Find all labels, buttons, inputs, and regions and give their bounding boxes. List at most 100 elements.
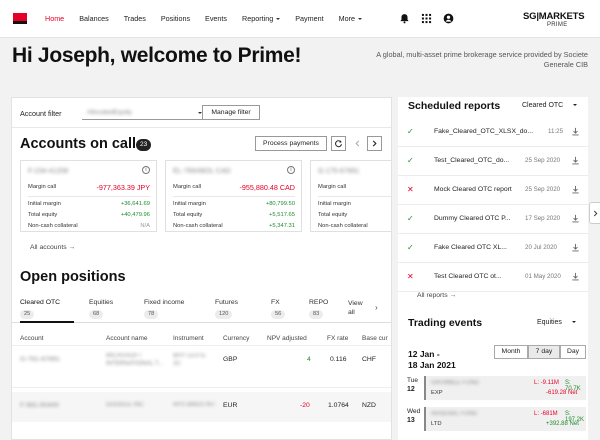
- reports-filter-select[interactable]: Cleared OTC: [522, 102, 578, 109]
- nav-payment[interactable]: Payment: [295, 14, 324, 23]
- tab-fx[interactable]: FX 56: [271, 297, 291, 323]
- report-row[interactable]: ✕ Test Cleared OTC ot... 01 May 2020: [398, 263, 588, 292]
- nav-home[interactable]: Home: [45, 14, 65, 23]
- positions-table-header: Account Account name Instrument Currency…: [12, 332, 391, 346]
- apps-grid-icon[interactable]: [421, 13, 432, 24]
- events-filter-select[interactable]: Equities: [537, 319, 576, 326]
- event-day-label: Wed 13: [407, 407, 420, 425]
- card-total-equity-row: Total equity +5,517.65: [173, 212, 295, 218]
- col-npv-adjusted[interactable]: NPV adjusted: [267, 335, 307, 342]
- report-name: Test Cleared OTC ot...: [434, 273, 502, 280]
- chevron-down-icon: [276, 18, 281, 21]
- report-row[interactable]: ✓ Test_Cleared_OTC_do... 25 Sep 2020: [398, 147, 588, 176]
- tab-futures[interactable]: Futures 120: [215, 297, 249, 323]
- download-icon[interactable]: [571, 156, 580, 165]
- download-icon[interactable]: [571, 243, 580, 252]
- account-filter-label: Account filter: [20, 109, 62, 118]
- col-fx-rate[interactable]: FX rate: [327, 335, 349, 342]
- tab-label: Cleared OTC: [20, 299, 61, 306]
- next-page-button[interactable]: [367, 136, 382, 151]
- card-total-equity-label: Total equity: [28, 212, 58, 218]
- nav-more[interactable]: More: [339, 14, 362, 23]
- trading-events-title: Trading events: [408, 317, 483, 329]
- view-7-day-button[interactable]: 7 day: [528, 345, 560, 359]
- card-total-equity-value: +5,517.65: [269, 212, 295, 218]
- report-row[interactable]: ✓ Dummy Cleared OTC P... 17 Sep 2020: [398, 205, 588, 234]
- cell-account-name: GOOGLE INC: [106, 402, 145, 408]
- card-divider: [28, 196, 150, 197]
- error-x-icon: ✕: [407, 185, 414, 194]
- col-account-name[interactable]: Account name: [106, 335, 148, 342]
- card-margin-call-row: Margin call: [318, 184, 391, 190]
- tab-cleared-otc[interactable]: Cleared OTC 25: [20, 297, 74, 323]
- nav-trades[interactable]: Trades: [123, 14, 146, 23]
- card-non-cash-row: Non-cash collateral +5,347.31: [173, 223, 295, 229]
- card-initial-margin-label: Initial margin: [28, 201, 61, 207]
- card-total-equity-value: +40,479.96: [120, 212, 150, 218]
- all-reports-link[interactable]: All reports →: [417, 292, 456, 299]
- chevron-left-icon[interactable]: [354, 140, 361, 147]
- manage-filter-button[interactable]: Manage filter: [202, 105, 260, 120]
- table-row[interactable]: G-781-67891 MICROSOFT INTERNATIONAL T...…: [12, 348, 391, 388]
- cell-base-currency: CHF: [362, 356, 376, 363]
- date-range-start: 12 Jan -: [408, 349, 440, 359]
- side-drawer-handle[interactable]: [589, 202, 600, 224]
- arrow-right-icon: →: [68, 244, 76, 251]
- positions-tabs: Cleared OTC 25 Equities 68 Fixed income …: [12, 297, 391, 323]
- chevron-right-icon[interactable]: ›: [375, 303, 378, 312]
- date-range: 12 Jan - 18 Jan 2021: [408, 349, 456, 371]
- event-short: S: 197.2K: [565, 411, 585, 423]
- info-icon[interactable]: i: [287, 166, 295, 174]
- col-account[interactable]: Account: [20, 335, 44, 342]
- account-card[interactable]: F-234-41208 i Margin call -977,363.39 JP…: [20, 160, 157, 232]
- accounts-on-call-title: Accounts on call: [20, 136, 137, 152]
- event-item[interactable]: GRUMBLE FUND EXP L: -9.11M S: 70.7K -619…: [424, 376, 586, 400]
- tab-view-all[interactable]: View all: [348, 297, 374, 323]
- report-row[interactable]: ✓ Fake_Cleared_OTC_XLSX_do... 11:25: [398, 118, 588, 147]
- all-accounts-link[interactable]: All accounts →: [30, 244, 75, 251]
- tab-fixed-income[interactable]: Fixed income 78: [144, 297, 194, 323]
- account-filter-select[interactable]: AllocatedEquity: [82, 106, 206, 120]
- sg-logo-icon[interactable]: [13, 13, 27, 24]
- tab-repo[interactable]: REPO 83: [309, 297, 333, 323]
- cell-base-currency: NZD: [362, 402, 376, 409]
- all-reports-label: All reports: [417, 292, 448, 299]
- card-margin-call-row: Margin call -955,880.48 CAD: [173, 183, 295, 192]
- info-icon[interactable]: i: [142, 166, 150, 174]
- cell-account-name: MICROSOFT INTERNATIONAL T...: [106, 353, 163, 367]
- report-row[interactable]: ✓ Fake Cleared OTC XL... 20 Jul 2020: [398, 234, 588, 263]
- col-instrument[interactable]: Instrument: [173, 335, 204, 342]
- cell-currency: GBP: [223, 356, 238, 363]
- view-day-button[interactable]: Day: [560, 345, 586, 359]
- card-initial-margin-value: +80,799.50: [265, 201, 295, 207]
- refresh-button[interactable]: [331, 136, 346, 151]
- table-row[interactable]: F-981-50400 GOOGLE INC RPS BMDS INT EUR …: [12, 392, 391, 422]
- download-icon[interactable]: [571, 127, 580, 136]
- account-filter-value: AllocatedEquity: [87, 109, 132, 116]
- bell-icon[interactable]: [399, 13, 410, 24]
- view-month-button[interactable]: Month: [494, 345, 528, 359]
- download-icon[interactable]: [571, 272, 580, 281]
- account-card[interactable]: G-175-67891 Margin call Initial margin T…: [310, 160, 391, 232]
- download-icon[interactable]: [571, 185, 580, 194]
- col-base-currency[interactable]: Base cur: [362, 335, 388, 342]
- nav-reporting[interactable]: Reporting: [242, 14, 281, 23]
- download-icon[interactable]: [571, 214, 580, 223]
- tab-equities[interactable]: Equities 68: [89, 297, 129, 323]
- user-account-icon[interactable]: [443, 13, 454, 24]
- report-row[interactable]: ✕ Mock Cleared OTC report 25 Sep 2020: [398, 176, 588, 205]
- all-accounts-label: All accounts: [30, 244, 67, 251]
- nav-balances[interactable]: Balances: [79, 14, 109, 23]
- main-nav: Home Balances Trades Positions Events Re…: [45, 14, 377, 23]
- account-card[interactable]: EL-769XBOL CAD i Margin call -955,880.48…: [165, 160, 302, 232]
- nav-positions[interactable]: Positions: [160, 14, 191, 23]
- cell-instrument: BHY LESTE JU: [173, 353, 206, 367]
- nav-events[interactable]: Events: [205, 14, 228, 23]
- process-payments-button[interactable]: Process payments: [255, 136, 327, 151]
- event-item[interactable]: ARSENAL FUND LTD L: -681M S: 197.2K +392…: [424, 407, 586, 431]
- card-non-cash-value: N/A: [140, 223, 150, 229]
- card-margin-call-row: Margin call -977,363.39 JPY: [28, 183, 150, 192]
- tab-count-badge: 25: [20, 310, 35, 319]
- col-currency[interactable]: Currency: [223, 335, 250, 342]
- tab-count-badge: 120: [215, 310, 233, 319]
